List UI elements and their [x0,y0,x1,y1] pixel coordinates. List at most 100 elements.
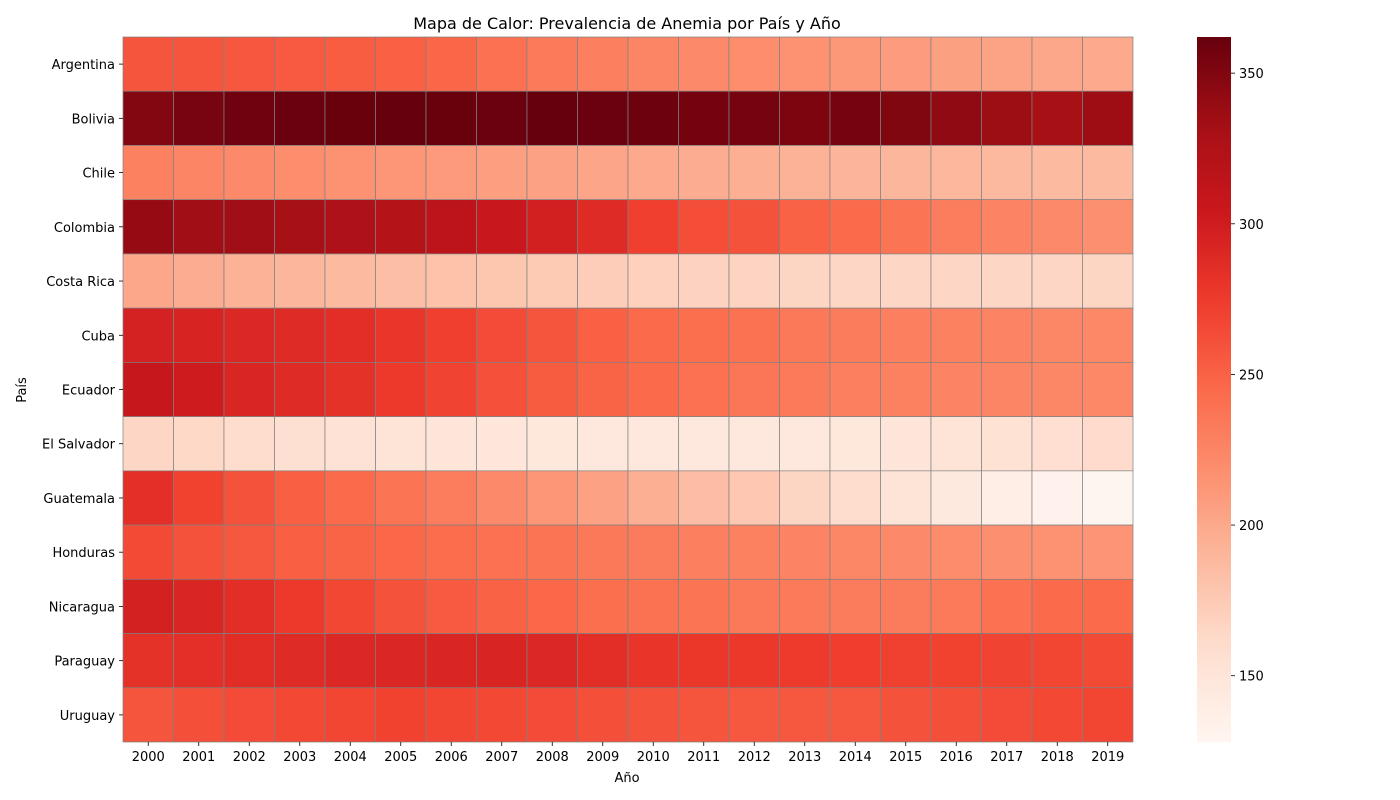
heatmap-cell [324,578,376,634]
chart-title: Mapa de Calor: Prevalencia de Anemia por… [413,14,841,33]
heatmap-cells [122,36,1134,743]
heatmap-cell [375,90,427,146]
x-tick-label: 2016 [940,750,973,765]
heatmap-cell [880,36,932,92]
heatmap-cell [779,416,831,472]
y-axis-ticks: Argentina Bolivia Chile Colombia Costa Rica C… [42,58,123,724]
heatmap-cell [1031,633,1083,689]
heatmap-cell [930,524,982,580]
x-tick-label: 2007 [485,750,518,765]
y-tick-label: El Salvador [42,438,116,453]
heatmap-cell [678,36,730,92]
heatmap-cell [274,253,326,309]
x-tick-label: 2006 [435,750,468,765]
heatmap-cell [274,199,326,255]
heatmap-cell [779,687,831,743]
heatmap-cell [1031,416,1083,472]
heatmap-cell [627,687,679,743]
heatmap-cell [425,145,477,201]
heatmap-cell [728,307,780,363]
heatmap-cell [678,687,730,743]
x-tick-label: 2005 [384,750,417,765]
colorbar-tick-label: 200 [1239,519,1264,534]
heatmap-cell [122,307,174,363]
heatmap-cell [173,199,225,255]
heatmap-cell [1031,90,1083,146]
heatmap-cell [930,36,982,92]
heatmap-cell [122,470,174,526]
heatmap-cell [476,470,528,526]
heatmap-cell [829,470,881,526]
heatmap-cell [880,307,932,363]
heatmap-cell [122,416,174,472]
x-tick-label: 2017 [990,750,1023,765]
heatmap-cell [627,307,679,363]
x-tick-label: 2000 [132,750,165,765]
heatmap-cell [223,90,275,146]
heatmap-cell [1082,578,1134,634]
heatmap-cell [1082,416,1134,472]
heatmap-cell [829,36,881,92]
heatmap-cell [476,578,528,634]
heatmap-cell [274,524,326,580]
heatmap-cell [577,470,629,526]
heatmap-cell [223,362,275,417]
x-tick-label: 2001 [182,750,215,765]
heatmap-cell [375,145,427,201]
heatmap-cell [930,578,982,634]
colorbar-tick-label: 150 [1239,670,1264,685]
heatmap-cell [678,416,730,472]
y-tick-label: Guatemala [43,492,115,507]
heatmap-cell [476,145,528,201]
heatmap-cell [526,362,578,417]
heatmap-cell [173,524,225,580]
heatmap-cell [880,199,932,255]
heatmap-cell [678,362,730,417]
heatmap-cell [274,90,326,146]
heatmap-cell [1031,199,1083,255]
x-tick-label: 2019 [1091,750,1124,765]
x-tick-label: 2003 [283,750,316,765]
heatmap-cell [779,362,831,417]
heatmap-cell [577,524,629,580]
heatmap-cell [173,145,225,201]
heatmap-cell [779,578,831,634]
heatmap-cell [476,524,528,580]
y-tick-label: Chile [82,167,115,182]
heatmap-cell [779,253,831,309]
heatmap-cell [425,416,477,472]
heatmap-cell [829,199,881,255]
heatmap-cell [577,36,629,92]
heatmap-cell [1031,687,1083,743]
heatmap-cell [223,416,275,472]
heatmap-cell [173,36,225,92]
heatmap-cell [1031,36,1083,92]
heatmap-cell [274,145,326,201]
heatmap-cell [274,470,326,526]
heatmap-cell [274,416,326,472]
heatmap-cell [223,307,275,363]
heatmap-cell [274,578,326,634]
heatmap-cell [930,470,982,526]
heatmap-cell [425,36,477,92]
heatmap-cell [122,145,174,201]
heatmap-cell [223,199,275,255]
heatmap-cell [476,307,528,363]
heatmap-cell [678,90,730,146]
colorbar: 150 200 250 300 350 [1197,37,1264,742]
heatmap-cell [577,145,629,201]
heatmap-cell [173,253,225,309]
heatmap-cell [526,36,578,92]
y-tick-label: Honduras [52,546,115,561]
heatmap-cell [1082,307,1134,363]
y-tick-label: Paraguay [54,655,115,670]
heatmap-cell [223,524,275,580]
heatmap-cell [930,687,982,743]
heatmap-cell [930,253,982,309]
heatmap-cell [1082,687,1134,743]
heatmap-cell [627,362,679,417]
heatmap-cell [1031,362,1083,417]
heatmap-cell [223,145,275,201]
heatmap-cell [728,524,780,580]
